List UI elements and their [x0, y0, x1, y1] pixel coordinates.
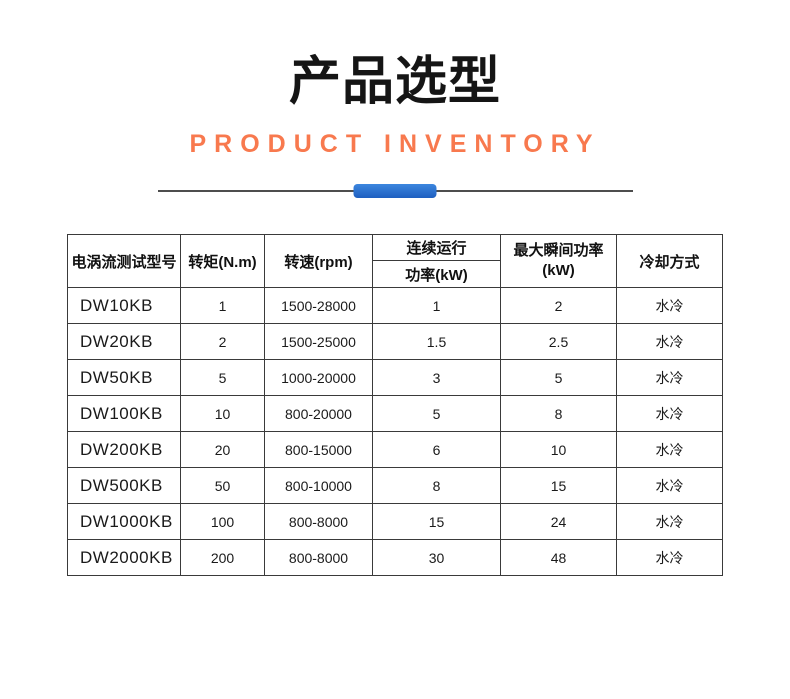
cell-continuous-kw: 1.5: [372, 323, 501, 360]
cell-speed: 800-20000: [264, 395, 373, 432]
cell-speed: 800-8000: [264, 539, 373, 576]
cell-continuous-kw: 1: [372, 287, 501, 324]
cell-torque: 10: [180, 395, 265, 432]
col-header-max-power-line1: 最大瞬间功率: [513, 242, 604, 259]
cell-continuous-kw: 6: [372, 431, 501, 468]
cell-max-kw: 10: [500, 431, 617, 468]
cell-continuous-kw: 8: [372, 467, 501, 504]
cell-max-kw: 24: [500, 503, 617, 540]
col-header-continuous-power-top: 连续运行: [372, 234, 501, 261]
cell-speed: 800-8000: [264, 503, 373, 540]
col-header-cooling: 冷却方式: [616, 234, 723, 288]
cell-max-kw: 48: [500, 539, 617, 576]
cell-model: DW500KB: [67, 467, 181, 504]
cell-max-kw: 15: [500, 467, 617, 504]
cell-max-kw: 5: [500, 359, 617, 396]
section-divider: [157, 184, 633, 198]
col-header-max-power-line2: (kW): [542, 262, 575, 279]
cell-cooling: 水冷: [616, 539, 723, 576]
table-body: DW10KB 1 1500-28000 1 2 水冷 DW20KB 2 1500-25000 1.…: [67, 287, 723, 576]
cell-continuous-kw: 30: [372, 539, 501, 576]
cell-model: DW10KB: [67, 287, 181, 324]
cell-model: DW1000KB: [67, 503, 181, 540]
cell-cooling: 水冷: [616, 431, 723, 468]
table-row: DW500KB 50 800-10000 8 15 水冷: [67, 467, 723, 504]
page-title: 产品选型: [288, 53, 501, 111]
cell-continuous-kw: 3: [372, 359, 501, 396]
product-inventory-page: 产品选型 PRODUCT INVENTORY 电涡流测试型号 转矩(N.m) 转…: [0, 46, 790, 699]
cell-continuous-kw: 15: [372, 503, 501, 540]
cell-cooling: 水冷: [616, 287, 723, 324]
cell-cooling: 水冷: [616, 359, 723, 396]
product-spec-table: 电涡流测试型号 转矩(N.m) 转速(rpm) 连续运行 最大瞬间功率 (kW)…: [67, 234, 723, 576]
table-row: DW100KB 10 800-20000 5 8 水冷: [67, 395, 723, 432]
table-row: DW1000KB 100 800-8000 15 24 水冷: [67, 503, 723, 540]
cell-torque: 100: [180, 503, 265, 540]
cell-max-kw: 2.5: [500, 323, 617, 360]
page-subtitle: PRODUCT INVENTORY: [189, 130, 601, 158]
table-row: DW50KB 5 1000-20000 3 5 水冷: [67, 359, 723, 396]
col-header-model: 电涡流测试型号: [67, 234, 181, 288]
table-row: DW10KB 1 1500-28000 1 2 水冷: [67, 287, 723, 324]
cell-model: DW2000KB: [67, 539, 181, 576]
cell-cooling: 水冷: [616, 323, 723, 360]
cell-torque: 5: [180, 359, 265, 396]
cell-max-kw: 2: [500, 287, 617, 324]
cell-model: DW50KB: [67, 359, 181, 396]
divider-pill-icon: [353, 184, 437, 198]
col-header-torque: 转矩(N.m): [180, 234, 265, 288]
cell-speed: 800-15000: [264, 431, 373, 468]
cell-model: DW100KB: [67, 395, 181, 432]
cell-model: DW200KB: [67, 431, 181, 468]
cell-speed: 800-10000: [264, 467, 373, 504]
cell-torque: 2: [180, 323, 265, 360]
col-header-speed: 转速(rpm): [264, 234, 373, 288]
cell-max-kw: 8: [500, 395, 617, 432]
table-header: 电涡流测试型号 转矩(N.m) 转速(rpm) 连续运行 最大瞬间功率 (kW)…: [67, 234, 723, 288]
table-row: DW20KB 2 1500-25000 1.5 2.5 水冷: [67, 323, 723, 360]
col-header-continuous-power-bottom: 功率(kW): [372, 260, 501, 288]
cell-torque: 20: [180, 431, 265, 468]
cell-torque: 50: [180, 467, 265, 504]
cell-torque: 200: [180, 539, 265, 576]
cell-speed: 1500-25000: [264, 323, 373, 360]
cell-cooling: 水冷: [616, 395, 723, 432]
cell-model: DW20KB: [67, 323, 181, 360]
table-row: DW200KB 20 800-15000 6 10 水冷: [67, 431, 723, 468]
cell-cooling: 水冷: [616, 503, 723, 540]
cell-torque: 1: [180, 287, 265, 324]
cell-continuous-kw: 5: [372, 395, 501, 432]
col-header-max-power: 最大瞬间功率 (kW): [500, 234, 617, 288]
cell-speed: 1000-20000: [264, 359, 373, 396]
cell-speed: 1500-28000: [264, 287, 373, 324]
cell-cooling: 水冷: [616, 467, 723, 504]
table-row: DW2000KB 200 800-8000 30 48 水冷: [67, 539, 723, 576]
